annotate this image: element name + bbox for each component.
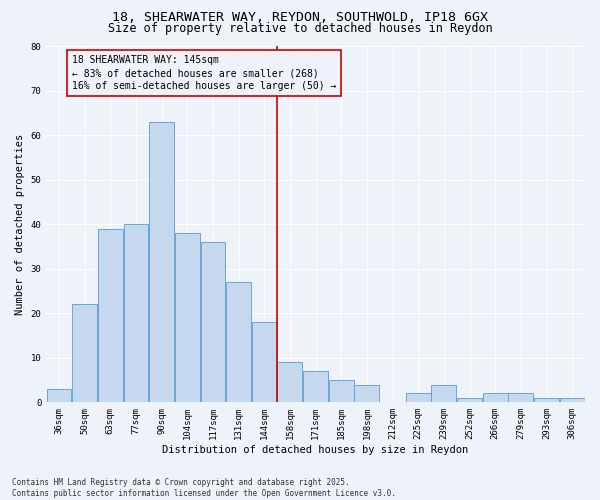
Bar — [560, 398, 584, 402]
Text: Contains HM Land Registry data © Crown copyright and database right 2025.
Contai: Contains HM Land Registry data © Crown c… — [12, 478, 396, 498]
Bar — [226, 282, 251, 403]
Bar — [72, 304, 97, 402]
Bar — [149, 122, 174, 402]
Bar — [47, 389, 71, 402]
Bar — [483, 394, 508, 402]
Bar — [175, 233, 200, 402]
Bar — [252, 322, 277, 402]
Text: Size of property relative to detached houses in Reydon: Size of property relative to detached ho… — [107, 22, 493, 35]
Bar — [508, 394, 533, 402]
Bar — [124, 224, 148, 402]
Bar — [200, 242, 226, 402]
Bar — [277, 362, 302, 403]
Y-axis label: Number of detached properties: Number of detached properties — [15, 134, 25, 315]
Bar — [98, 228, 123, 402]
Text: 18, SHEARWATER WAY, REYDON, SOUTHWOLD, IP18 6GX: 18, SHEARWATER WAY, REYDON, SOUTHWOLD, I… — [112, 11, 488, 24]
X-axis label: Distribution of detached houses by size in Reydon: Distribution of detached houses by size … — [163, 445, 469, 455]
Text: 18 SHEARWATER WAY: 145sqm
← 83% of detached houses are smaller (268)
16% of semi: 18 SHEARWATER WAY: 145sqm ← 83% of detac… — [72, 55, 336, 92]
Bar — [534, 398, 559, 402]
Bar — [406, 394, 431, 402]
Bar — [329, 380, 353, 402]
Bar — [431, 384, 457, 402]
Bar — [457, 398, 482, 402]
Bar — [355, 384, 379, 402]
Bar — [303, 371, 328, 402]
